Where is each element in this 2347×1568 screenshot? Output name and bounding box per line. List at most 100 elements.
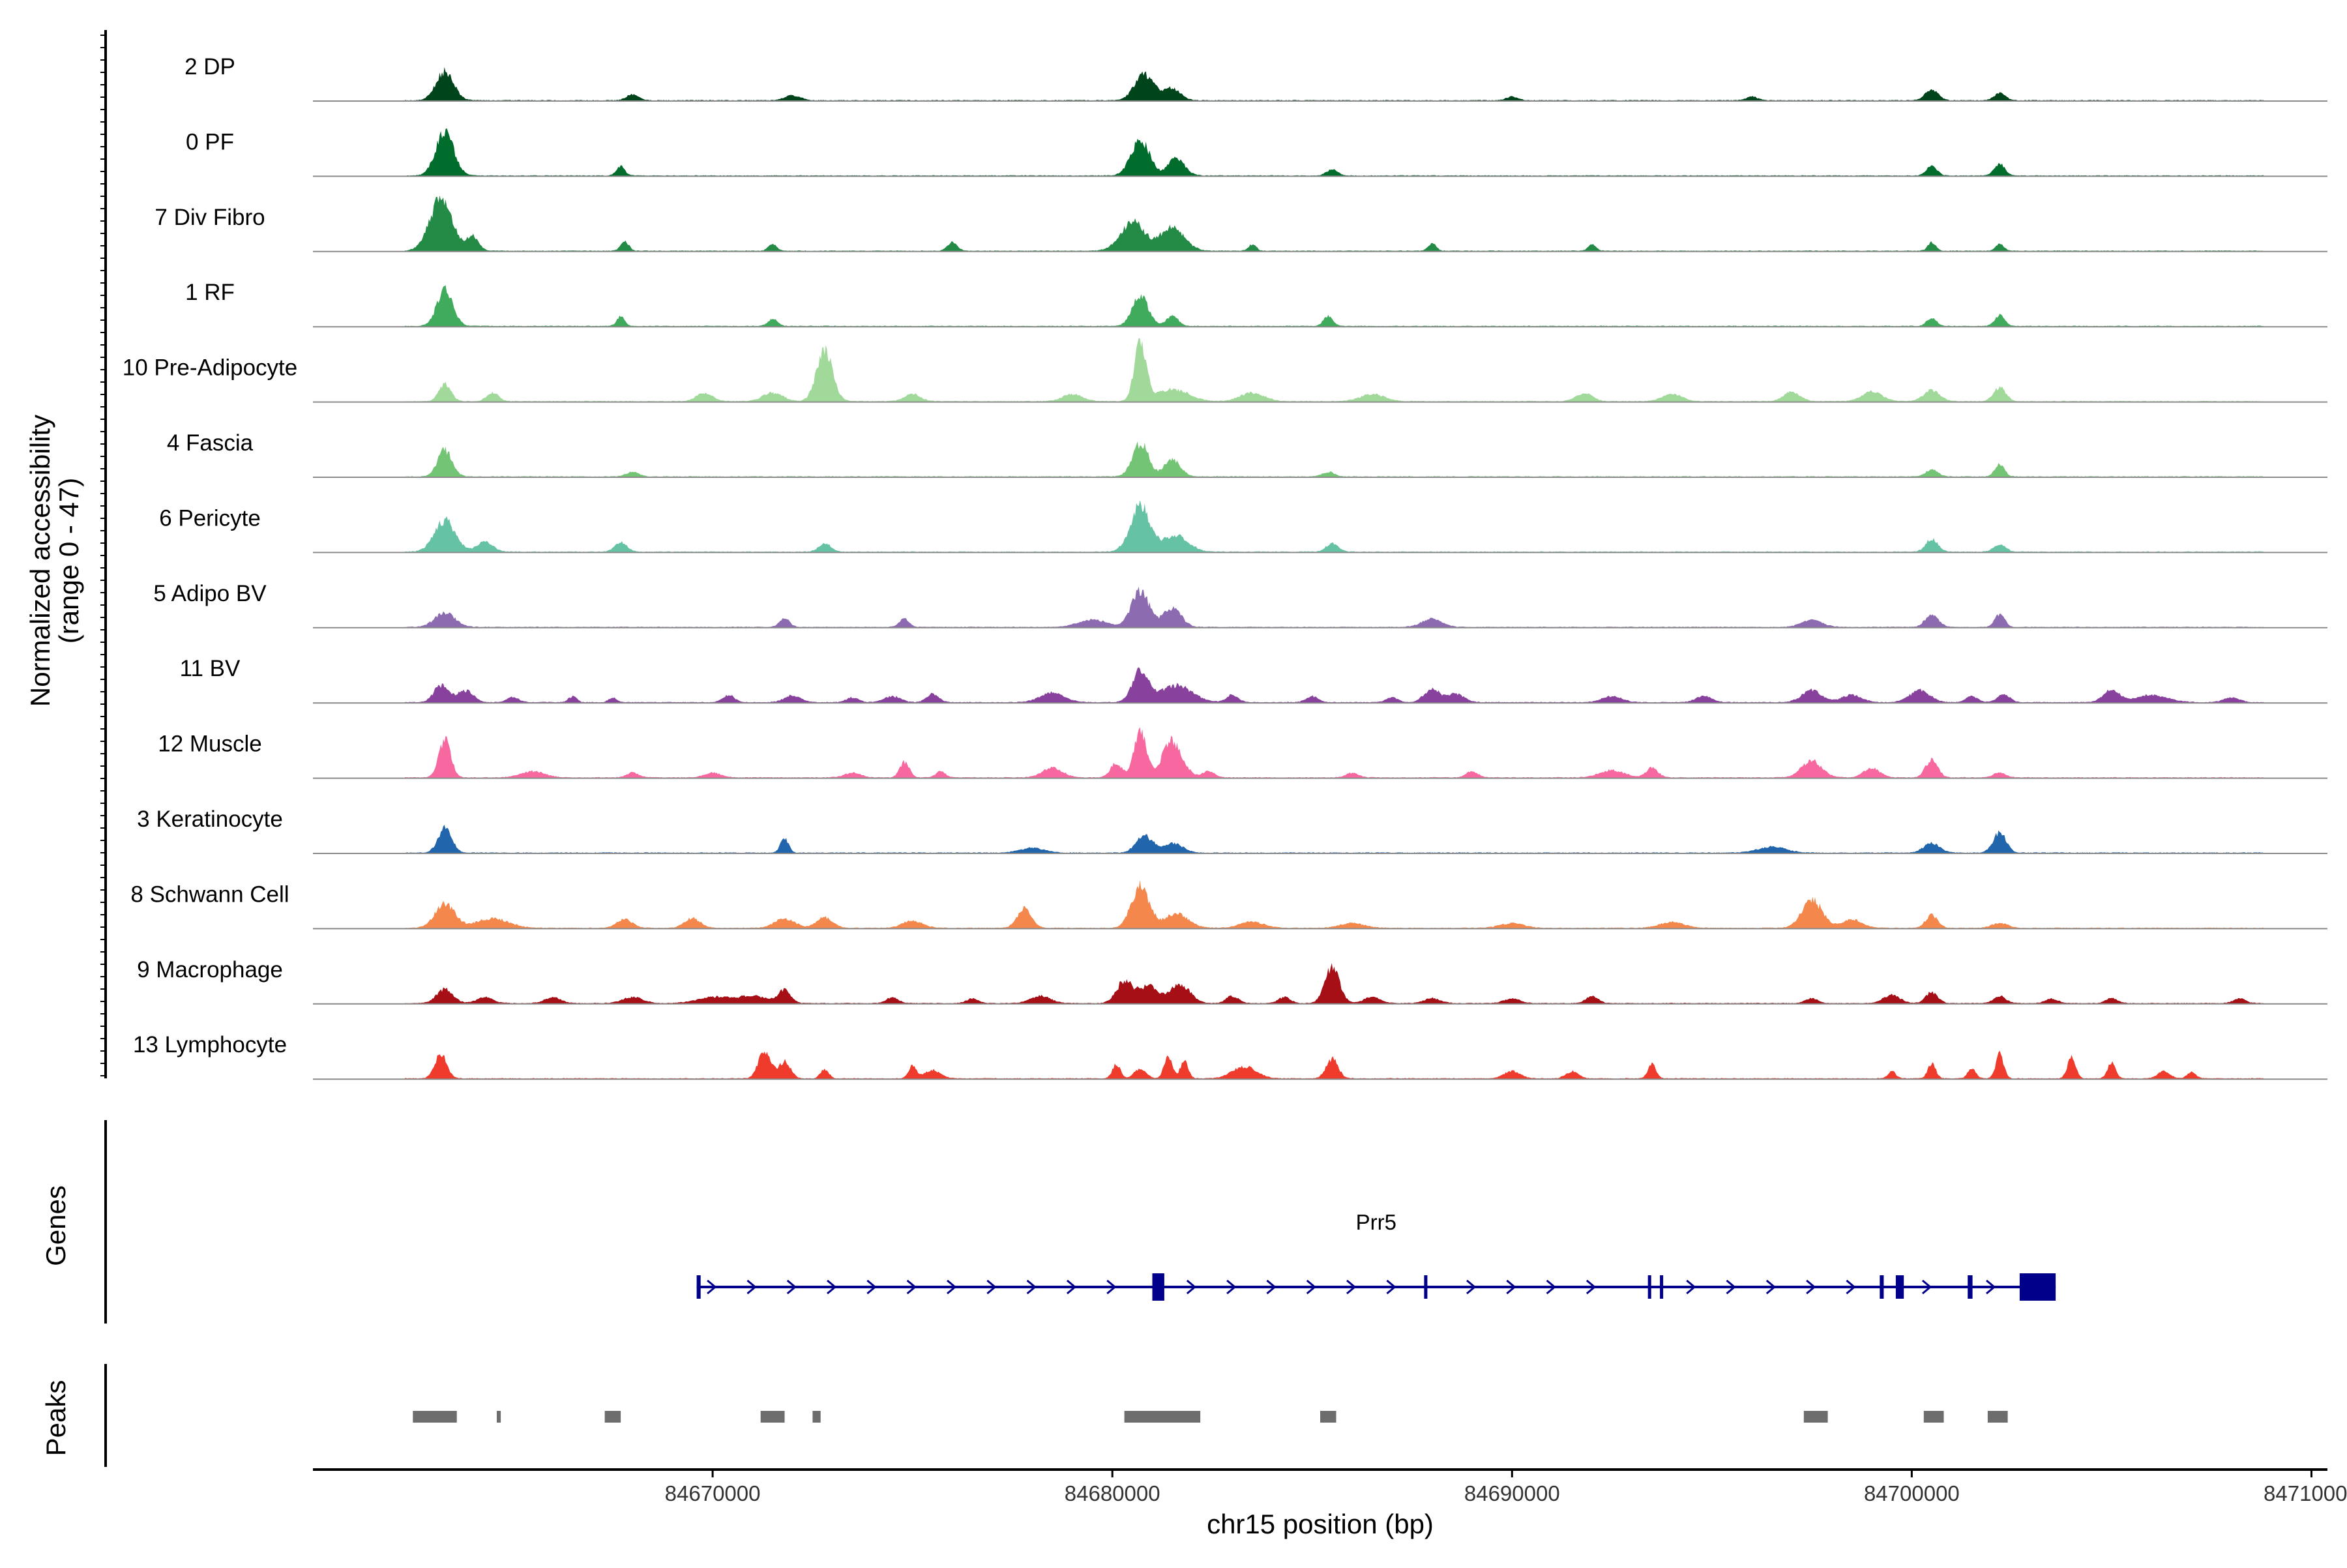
gene-exon (1647, 1275, 1651, 1299)
lane-label: 10 Pre-Adipocyte (123, 355, 297, 381)
x-tick-label: 84670000 (665, 1481, 761, 1505)
coverage-lane: 7 Div Fibro (155, 195, 2327, 252)
genes-track-title: Genes (40, 1185, 71, 1266)
coverage-lane: 3 Keratinocyte (137, 806, 2327, 854)
gene-exon (1660, 1275, 1664, 1299)
strand-arrow (1346, 1279, 1357, 1295)
strand-arrow (1186, 1279, 1197, 1295)
strand-arrow (746, 1279, 757, 1295)
peak-region (1124, 1411, 1201, 1423)
strand-arrow (1106, 1279, 1117, 1295)
coverage-lane: 9 Macrophage (137, 957, 2327, 1005)
lane-label: 3 Keratinocyte (137, 806, 283, 832)
x-axis-ticks: 84670000 84680000 84690000 84700000 84710000 (665, 1470, 2347, 1505)
strand-arrow (947, 1279, 957, 1295)
coverage-lane: 6 Pericyte (159, 500, 2327, 554)
x-tick-label: 84710000 (2264, 1481, 2347, 1505)
strand-arrow (1806, 1279, 1816, 1295)
strand-arrow (1686, 1279, 1696, 1295)
lane-label: 13 Lymphocyte (133, 1032, 287, 1058)
coverage-lane: 0 PF (186, 128, 2327, 177)
gene-exon (1424, 1275, 1428, 1299)
peak-region (1320, 1411, 1336, 1423)
y-axis-title-line1: Normalized accessibility (25, 415, 55, 707)
coverage-area (405, 1050, 2264, 1080)
coverage-lanes: 2 DP 0 PF 7 Div Fibro 1 RF 10 Pre-Adipocyte 4… (123, 54, 2327, 1080)
peak-region (1923, 1411, 1944, 1423)
strand-arrow (906, 1279, 917, 1295)
peak-region (1803, 1411, 1828, 1423)
lane-label: 2 DP (185, 54, 235, 80)
peak-region (604, 1411, 621, 1423)
coverage-lane: 11 BV (180, 656, 2327, 704)
lane-label: 5 Adipo BV (153, 581, 267, 606)
coverage-lane: 12 Muscle (158, 727, 2327, 779)
strand-arrow (1066, 1279, 1077, 1295)
coverage-area (405, 667, 2264, 703)
coverage-lane: 10 Pre-Adipocyte (123, 338, 2327, 403)
lane-label: 9 Macrophage (137, 957, 283, 983)
gene-exon (2019, 1273, 2056, 1301)
lane-label: 8 Schwann Cell (130, 881, 289, 907)
gene-exon (1152, 1273, 1164, 1301)
coverage-area (405, 500, 2264, 553)
peak-region (812, 1411, 821, 1423)
lane-label: 11 BV (180, 656, 241, 681)
x-tick-label: 84700000 (1864, 1481, 1960, 1505)
lane-label: 1 RF (185, 280, 235, 305)
coverage-area (405, 441, 2264, 477)
lane-label: 12 Muscle (158, 732, 262, 757)
gene-exon (1968, 1275, 1973, 1299)
strand-arrow (1306, 1279, 1317, 1295)
peak-region (413, 1411, 457, 1423)
coverage-area (405, 128, 2264, 177)
coverage-lane: 1 RF (185, 280, 2327, 328)
strand-arrow (1586, 1279, 1597, 1295)
gene-exon (1880, 1275, 1884, 1299)
strand-arrow (986, 1279, 997, 1295)
peaks-track-title: Peaks (40, 1380, 71, 1457)
coverage-area (405, 880, 2264, 929)
gene-track: Prr5 (696, 1210, 2056, 1301)
lane-label: 4 Fascia (167, 430, 254, 456)
strand-arrow (1986, 1279, 1996, 1295)
coverage-lane: 2 DP (185, 54, 2327, 102)
coverage-area (405, 825, 2264, 853)
strand-arrow (1026, 1279, 1037, 1295)
strand-arrow (1546, 1279, 1556, 1295)
coverage-area (405, 963, 2264, 1004)
gene-name-label: Prr5 (1356, 1210, 1396, 1234)
lane-label: 0 PF (186, 129, 234, 155)
lane-label: 6 Pericyte (159, 505, 261, 531)
coverage-lane: 8 Schwann Cell (130, 880, 2327, 930)
gene-exon (1895, 1275, 1904, 1299)
y-axis-ticks (100, 35, 106, 1076)
coverage-area (405, 727, 2264, 778)
x-tick-label: 84680000 (1065, 1481, 1160, 1505)
coverage-lane: 13 Lymphocyte (133, 1032, 2327, 1080)
strand-arrow (1506, 1279, 1516, 1295)
coverage-area (405, 195, 2264, 252)
strand-arrow (1726, 1279, 1736, 1295)
peak-region (1987, 1411, 2008, 1423)
coverage-area (405, 586, 2264, 628)
strand-arrow (1846, 1279, 1856, 1295)
coverage-area (405, 338, 2264, 402)
coverage-lane: 4 Fascia (167, 430, 2327, 478)
x-axis-title: chr15 position (bp) (1207, 1509, 1434, 1539)
strand-arrow (866, 1279, 877, 1295)
strand-arrow (1466, 1279, 1477, 1295)
peak-region (497, 1411, 501, 1423)
strand-arrow (1226, 1279, 1237, 1295)
x-tick-label: 84690000 (1464, 1481, 1560, 1505)
strand-arrow (786, 1279, 797, 1295)
strand-arrow (827, 1279, 837, 1295)
coverage-area (405, 285, 2264, 327)
lane-label: 7 Div Fibro (155, 205, 265, 230)
strand-arrow (1386, 1279, 1396, 1295)
strand-arrow (1921, 1279, 1932, 1295)
gene-exon (696, 1275, 701, 1299)
strand-arrow (1266, 1279, 1277, 1295)
